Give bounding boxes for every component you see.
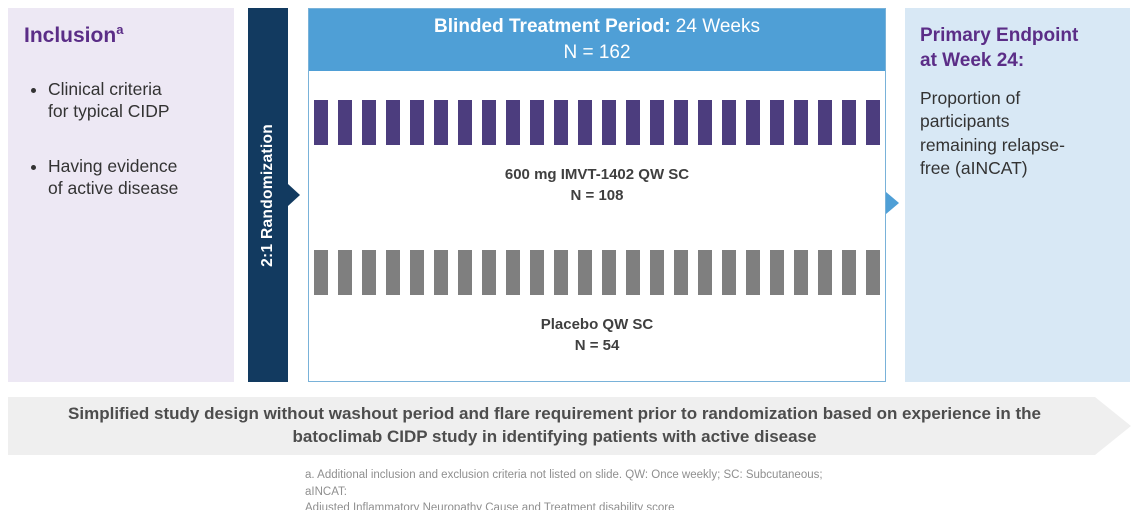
placebo-arm-n: N = 54 [574,337,620,355]
participant-tick [578,100,592,145]
placebo-arm-ticks [309,250,885,295]
randomization-arrow-icon [288,184,300,206]
participant-tick [602,100,616,145]
participant-tick [698,250,712,295]
participant-tick [386,100,400,145]
participant-tick [674,250,688,295]
participant-tick [362,250,376,295]
participant-tick [746,100,760,145]
participant-tick [818,100,832,145]
participant-tick [506,250,520,295]
summary-banner-line1: Simplified study design without washout … [68,404,1041,424]
inclusion-panel: Inclusiona Clinical criteria for typical… [8,8,234,382]
blinded-treatment-box: Blinded Treatment Period: 24 Weeks N = 1… [308,8,886,382]
participant-tick [482,250,496,295]
participant-tick [578,250,592,295]
inclusion-criterion: Having evidence of active disease [48,155,218,200]
participant-tick [530,250,544,295]
inclusion-heading: Inclusiona [24,22,218,48]
participant-tick [770,100,784,145]
treatment-arm-label: 600 mg IMVT-1402 QW SC N = 108 [309,164,885,207]
randomization-bar: 2:1 Randomization [248,8,300,382]
participant-tick [602,250,616,295]
participant-tick [842,100,856,145]
placebo-arm-name: Placebo QW SC [540,316,654,333]
inclusion-heading-text: Inclusion [24,24,117,47]
inclusion-criterion: Clinical criteria for typical CIDP [48,78,218,123]
participant-tick [410,100,424,145]
blinded-treatment-header: Blinded Treatment Period: 24 Weeks N = 1… [309,9,885,71]
placebo-arm-label: Placebo QW SC N = 54 [309,314,885,357]
participant-tick [650,100,664,145]
primary-endpoint-panel: Primary Endpoint at Week 24: Proportion … [905,8,1130,382]
participant-tick [530,100,544,145]
participant-tick [458,250,472,295]
participant-tick [722,250,736,295]
participant-tick [386,250,400,295]
participant-tick [506,100,520,145]
participant-tick [554,100,568,145]
participant-tick [314,100,328,145]
participant-tick [650,250,664,295]
inclusion-footnote-marker: a [116,22,124,37]
participant-tick [722,100,736,145]
blinded-treatment-title-bold: Blinded Treatment Period: [434,16,671,38]
participant-tick [842,250,856,295]
treatment-arm-n: N = 108 [570,187,624,205]
participant-tick [866,250,880,295]
blinded-treatment-title-duration: 24 Weeks [670,16,760,38]
blinded-treatment-total-n: N = 162 [563,42,631,63]
participant-tick [794,250,808,295]
primary-endpoint-description: Proportion of participants remaining rel… [920,88,1065,178]
endpoint-arrow-icon [886,192,899,214]
summary-banner: Simplified study design without washout … [8,397,1131,455]
participant-tick [794,100,808,145]
footnote-line2: Adjusted Inflammatory Neuropathy Cause a… [305,502,675,510]
participant-tick [434,100,448,145]
blinded-treatment-title: Blinded Treatment Period: 24 Weeks [434,14,760,40]
inclusion-criteria-list: Clinical criteria for typical CIDP Havin… [24,78,218,200]
treatment-arm-ticks [309,100,885,145]
summary-banner-line2: batoclimab CIDP study in identifying pat… [292,427,817,446]
participant-tick [338,100,352,145]
participant-tick [818,250,832,295]
participant-tick [314,250,328,295]
participant-tick [626,250,640,295]
participant-tick [338,250,352,295]
participant-tick [746,250,760,295]
footnote-line1: a. Additional inclusion and exclusion cr… [305,469,823,498]
participant-tick [674,100,688,145]
participant-tick [698,100,712,145]
footnote: a. Additional inclusion and exclusion cr… [305,467,865,510]
participant-tick [362,100,376,145]
participant-tick [482,100,496,145]
treatment-arm-name: 600 mg IMVT-1402 QW SC [504,166,690,183]
randomization-label: 2:1 Randomization [259,123,276,267]
participant-tick [554,250,568,295]
participant-tick [626,100,640,145]
participant-tick [866,100,880,145]
participant-tick [434,250,448,295]
participant-tick [410,250,424,295]
participant-tick [458,100,472,145]
participant-tick [770,250,784,295]
primary-endpoint-heading: Primary Endpoint at Week 24: [920,25,1079,71]
